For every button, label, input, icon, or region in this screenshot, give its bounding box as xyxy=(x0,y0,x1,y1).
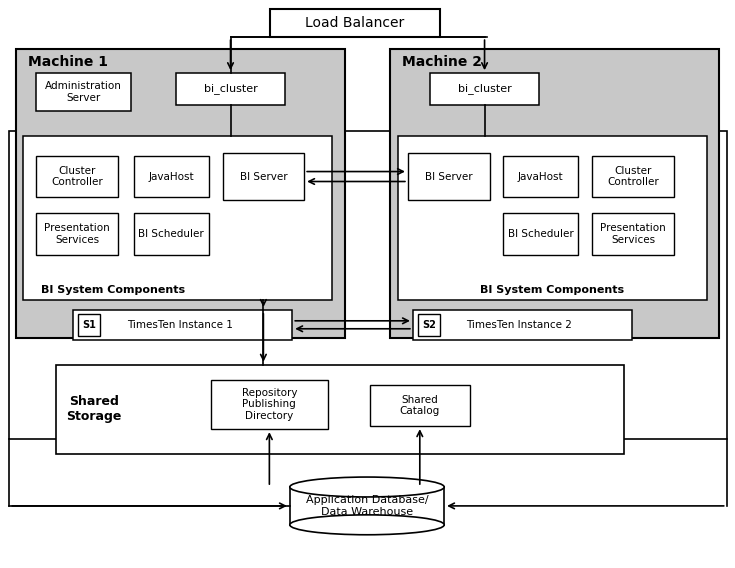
Text: Repository
Publishing
Directory: Repository Publishing Directory xyxy=(242,388,297,421)
FancyBboxPatch shape xyxy=(503,214,578,255)
FancyBboxPatch shape xyxy=(223,153,304,201)
FancyBboxPatch shape xyxy=(592,214,674,255)
Text: JavaHost: JavaHost xyxy=(518,172,564,182)
FancyBboxPatch shape xyxy=(503,156,578,198)
FancyBboxPatch shape xyxy=(24,136,332,300)
FancyBboxPatch shape xyxy=(370,385,470,427)
Text: Application Database/
Data Warehouse: Application Database/ Data Warehouse xyxy=(306,495,429,517)
FancyBboxPatch shape xyxy=(36,214,118,255)
Text: Presentation
Services: Presentation Services xyxy=(600,223,666,245)
FancyBboxPatch shape xyxy=(290,487,444,525)
FancyBboxPatch shape xyxy=(270,9,440,37)
FancyBboxPatch shape xyxy=(73,310,293,340)
Text: S1: S1 xyxy=(82,320,96,330)
Text: S2: S2 xyxy=(422,320,436,330)
FancyBboxPatch shape xyxy=(36,156,118,198)
FancyBboxPatch shape xyxy=(592,156,674,198)
Text: Administration
Server: Administration Server xyxy=(45,81,122,103)
Text: bi_cluster: bi_cluster xyxy=(204,83,257,94)
FancyBboxPatch shape xyxy=(430,73,539,105)
Text: BI System Components: BI System Components xyxy=(41,285,185,295)
FancyBboxPatch shape xyxy=(56,365,624,454)
FancyBboxPatch shape xyxy=(417,314,440,336)
Text: BI Server: BI Server xyxy=(240,172,287,182)
Text: Load Balancer: Load Balancer xyxy=(306,16,405,30)
FancyBboxPatch shape xyxy=(134,214,209,255)
FancyBboxPatch shape xyxy=(390,49,719,338)
FancyBboxPatch shape xyxy=(398,136,707,300)
Text: BI Scheduler: BI Scheduler xyxy=(508,229,574,239)
Text: Machine 2: Machine 2 xyxy=(402,55,481,69)
Text: TimesTen Instance 2: TimesTen Instance 2 xyxy=(467,320,573,330)
Text: BI Scheduler: BI Scheduler xyxy=(138,229,204,239)
Ellipse shape xyxy=(290,477,444,497)
Text: BI Server: BI Server xyxy=(425,172,473,182)
FancyBboxPatch shape xyxy=(36,73,131,111)
FancyBboxPatch shape xyxy=(10,131,727,439)
FancyBboxPatch shape xyxy=(211,379,328,429)
Text: Shared
Storage: Shared Storage xyxy=(66,395,122,423)
Text: BI System Components: BI System Components xyxy=(480,285,624,295)
FancyBboxPatch shape xyxy=(78,314,100,336)
Text: Machine 1: Machine 1 xyxy=(28,55,108,69)
Ellipse shape xyxy=(290,515,444,534)
FancyBboxPatch shape xyxy=(16,49,345,338)
Text: bi_cluster: bi_cluster xyxy=(458,83,512,94)
Text: Presentation
Services: Presentation Services xyxy=(44,223,110,245)
FancyBboxPatch shape xyxy=(408,153,490,201)
Text: TimesTen Instance 1: TimesTen Instance 1 xyxy=(126,320,233,330)
Text: JavaHost: JavaHost xyxy=(148,172,194,182)
Text: Shared
Catalog: Shared Catalog xyxy=(400,395,440,416)
FancyBboxPatch shape xyxy=(413,310,632,340)
Text: Cluster
Controller: Cluster Controller xyxy=(607,166,659,187)
FancyBboxPatch shape xyxy=(176,73,285,105)
Text: Cluster
Controller: Cluster Controller xyxy=(51,166,103,187)
FancyBboxPatch shape xyxy=(134,156,209,198)
